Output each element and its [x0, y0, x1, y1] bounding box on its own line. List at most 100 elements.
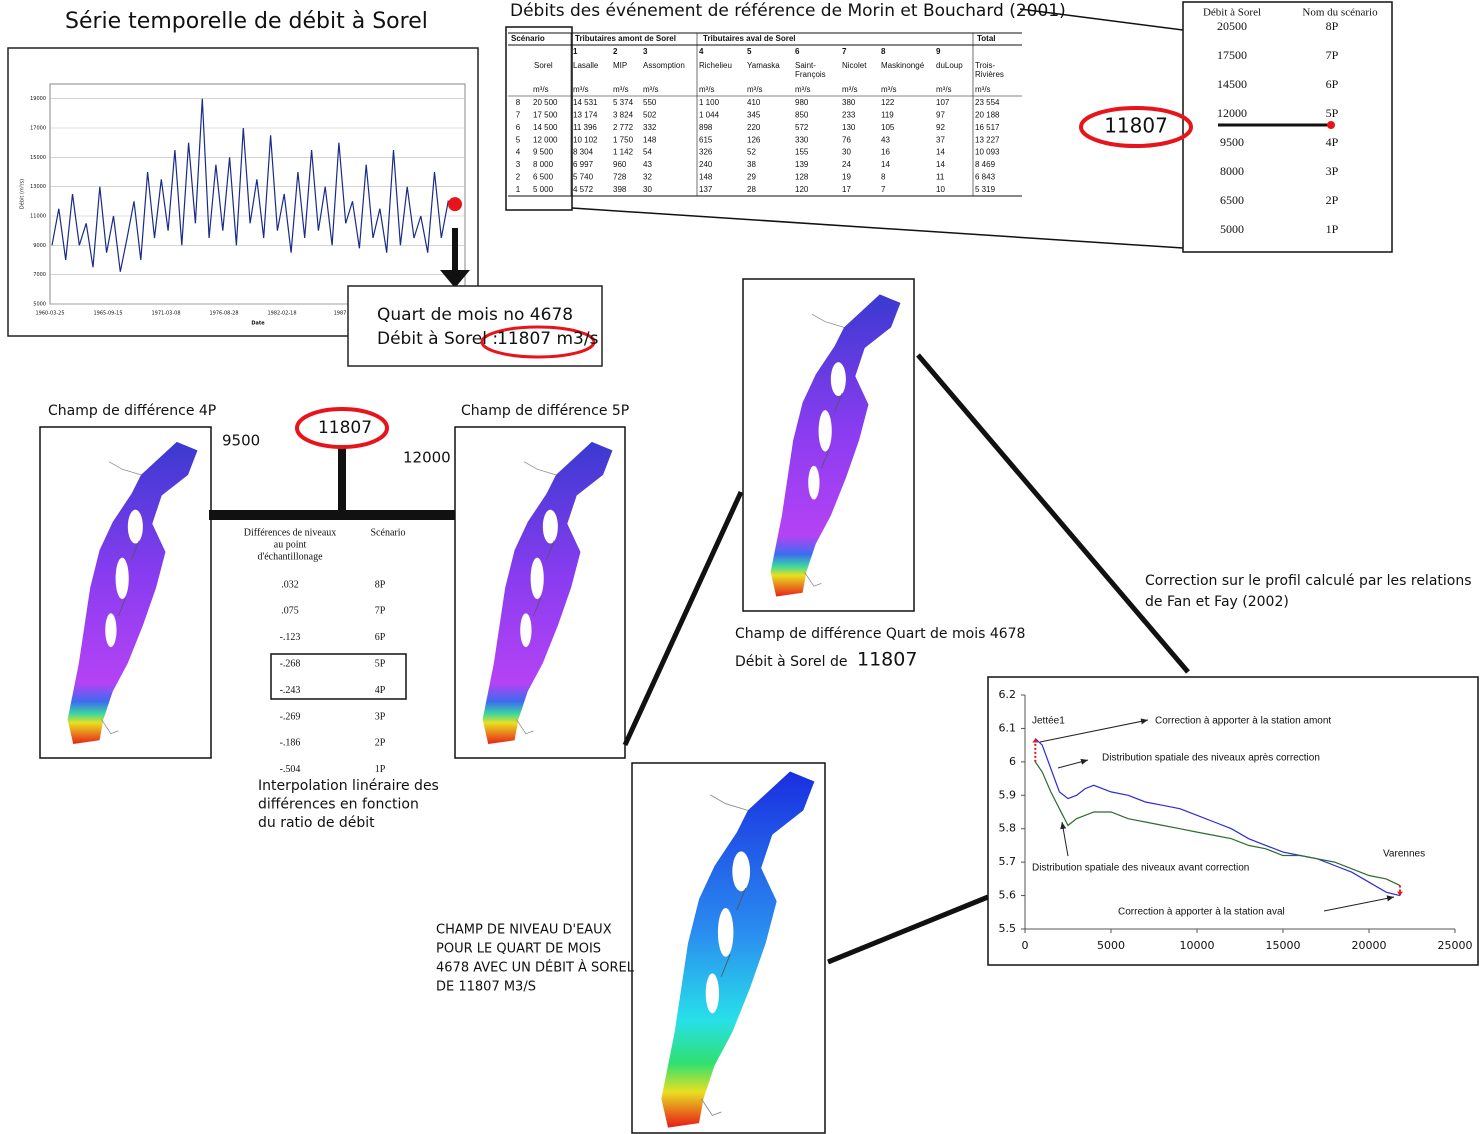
table-cell: 330	[795, 135, 809, 144]
table-cell: 3 824	[613, 111, 634, 120]
map-title: Champ de différence 5P	[461, 403, 629, 419]
annotation: Jettée1	[1032, 716, 1065, 727]
table-cell: 14 500	[533, 123, 558, 132]
chart-title: Série temporelle de débit à Sorel	[65, 9, 428, 34]
column-header: Saint-François	[795, 61, 826, 79]
table-cell: 30	[842, 148, 851, 157]
y-tick-label: 5.8	[999, 822, 1017, 835]
table-cell: 105	[881, 123, 895, 132]
table-cell: 12 000	[533, 135, 558, 144]
table-cell: 8	[516, 98, 521, 107]
table-cell: 120	[795, 185, 809, 194]
table-cell: 728	[613, 173, 627, 182]
table-cell: 16 517	[975, 123, 1000, 132]
difference-value: -.123	[280, 632, 301, 643]
table-cell: 6 997	[573, 160, 594, 169]
annotation: Correction à apporter à la station aval	[1118, 907, 1285, 918]
table-cell: 19	[842, 173, 851, 182]
connector	[828, 897, 988, 962]
column-number: 2	[613, 47, 618, 56]
table-cell: 10	[936, 185, 945, 194]
table-cell: 1 044	[699, 111, 720, 120]
difference-scenario: 3P	[375, 711, 386, 722]
x-tick-label: 20000	[1352, 939, 1387, 952]
table-cell: 16	[881, 148, 890, 157]
unit: m³/s	[975, 85, 991, 94]
caption: différences en fonction	[258, 797, 419, 813]
x-tick-label: 10000	[1180, 939, 1215, 952]
table-cell: 345	[747, 111, 761, 120]
caption: Interpolation linéraire des	[258, 778, 439, 794]
table-cell: 126	[747, 135, 761, 144]
page: { "timeseries": { "type": "line", "title…	[0, 0, 1480, 1134]
note: Correction sur le profil calculé par les…	[1145, 573, 1472, 589]
table-cell: 898	[699, 123, 713, 132]
difference-scenario: 1P	[375, 764, 386, 775]
table-cell: 28	[747, 185, 756, 194]
column-header: Lasalle	[573, 61, 599, 70]
difference-value: -.504	[280, 764, 301, 775]
table-cell: 13 174	[573, 111, 598, 120]
list-scenario: 3P	[1326, 164, 1339, 178]
table-cell: 14	[936, 160, 945, 169]
table-cell: 24	[842, 160, 851, 169]
list-flow: 5000	[1220, 222, 1244, 236]
table-cell: 52	[747, 148, 756, 157]
x-tick-label: 1971-03-08	[151, 311, 180, 317]
column-header: Richelieu	[699, 61, 732, 70]
table-cell: 92	[936, 123, 945, 132]
caption: 4678 AVEC UN DÉBIT À SOREL	[436, 960, 635, 976]
column-number: 7	[842, 47, 847, 56]
table-cell: 148	[643, 135, 657, 144]
caption-flow: 11807	[857, 649, 917, 671]
scenario-box	[1183, 2, 1392, 252]
table-cell: 240	[699, 160, 713, 169]
table-cell: 7	[881, 185, 886, 194]
caption: POUR LE QUART DE MOIS	[436, 942, 601, 957]
y-tick-label: 6.2	[999, 688, 1017, 701]
table-cell: 8	[881, 173, 886, 182]
table-cell: 5 000	[533, 185, 554, 194]
y-tick-label: 13000	[30, 184, 46, 190]
column-number: 6	[795, 47, 800, 56]
difference-scenario: 5P	[375, 658, 386, 669]
unit: m³/s	[881, 85, 897, 94]
table-cell: 122	[881, 98, 895, 107]
x-tick-label: 5000	[1097, 939, 1125, 952]
column-header: Assomption	[643, 61, 685, 70]
y-tick-label: 5.7	[999, 855, 1017, 868]
difference-value: -.269	[280, 711, 301, 722]
table-header: Scénario	[371, 527, 406, 538]
table-cell: 30	[643, 185, 652, 194]
list-flow: 12000	[1217, 106, 1247, 120]
list-scenario: 5P	[1326, 106, 1339, 120]
column-header: Trois-Rivières	[975, 61, 1004, 79]
table-cell: 107	[936, 98, 950, 107]
connector	[625, 492, 741, 745]
unit: m³/s	[795, 85, 811, 94]
column-header: Sorel	[534, 61, 553, 70]
table-cell: 1 750	[613, 135, 634, 144]
caption: Champ de différence Quart de mois 4678	[735, 626, 1025, 642]
link-dot	[1327, 121, 1335, 129]
annotation: Distribution spatiale des niveaux avant …	[1032, 863, 1249, 874]
table-cell: 550	[643, 98, 657, 107]
y-tick-label: 6	[1009, 755, 1016, 768]
table-cell: 17	[842, 185, 851, 194]
table-cell: 97	[936, 111, 945, 120]
table-cell: 155	[795, 148, 809, 157]
table-cell: 14	[936, 148, 945, 157]
table-cell: 137	[699, 185, 713, 194]
list-header: Débit à Sorel	[1203, 7, 1261, 19]
connector-stem	[338, 446, 346, 510]
table-cell: 8 000	[533, 160, 554, 169]
map-title: Champ de différence 4P	[48, 403, 216, 419]
table-cell: 14 531	[573, 98, 598, 107]
unit: m³/s	[613, 85, 629, 94]
table-cell: 3	[516, 160, 521, 169]
table-cell: 5 740	[573, 173, 594, 182]
y-tick-label: 6.1	[999, 721, 1017, 734]
table-cell: 326	[699, 148, 713, 157]
column-number: 5	[747, 47, 752, 56]
y-axis-label: Débit (m³/s)	[19, 179, 26, 209]
